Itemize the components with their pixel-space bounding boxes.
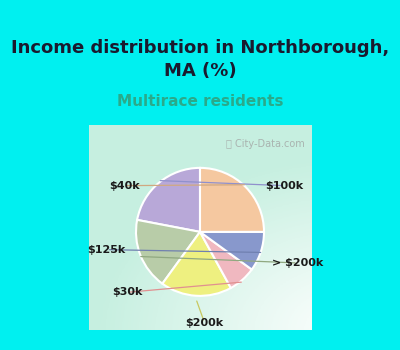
Text: > $200k: > $200k (272, 258, 324, 268)
Wedge shape (200, 232, 264, 270)
Text: $200k: $200k (185, 317, 224, 328)
Text: Income distribution in Northborough,
MA (%): Income distribution in Northborough, MA … (11, 39, 389, 79)
Text: Multirace residents: Multirace residents (117, 94, 283, 108)
Text: $30k: $30k (112, 287, 142, 298)
Wedge shape (200, 168, 264, 232)
Text: $100k: $100k (265, 181, 304, 191)
Wedge shape (200, 232, 252, 288)
Wedge shape (136, 220, 200, 284)
Text: ⓘ City-Data.com: ⓘ City-Data.com (226, 139, 304, 148)
Text: $40k: $40k (109, 181, 140, 191)
Text: $125k: $125k (88, 245, 126, 255)
Wedge shape (137, 168, 200, 232)
Wedge shape (162, 232, 231, 296)
